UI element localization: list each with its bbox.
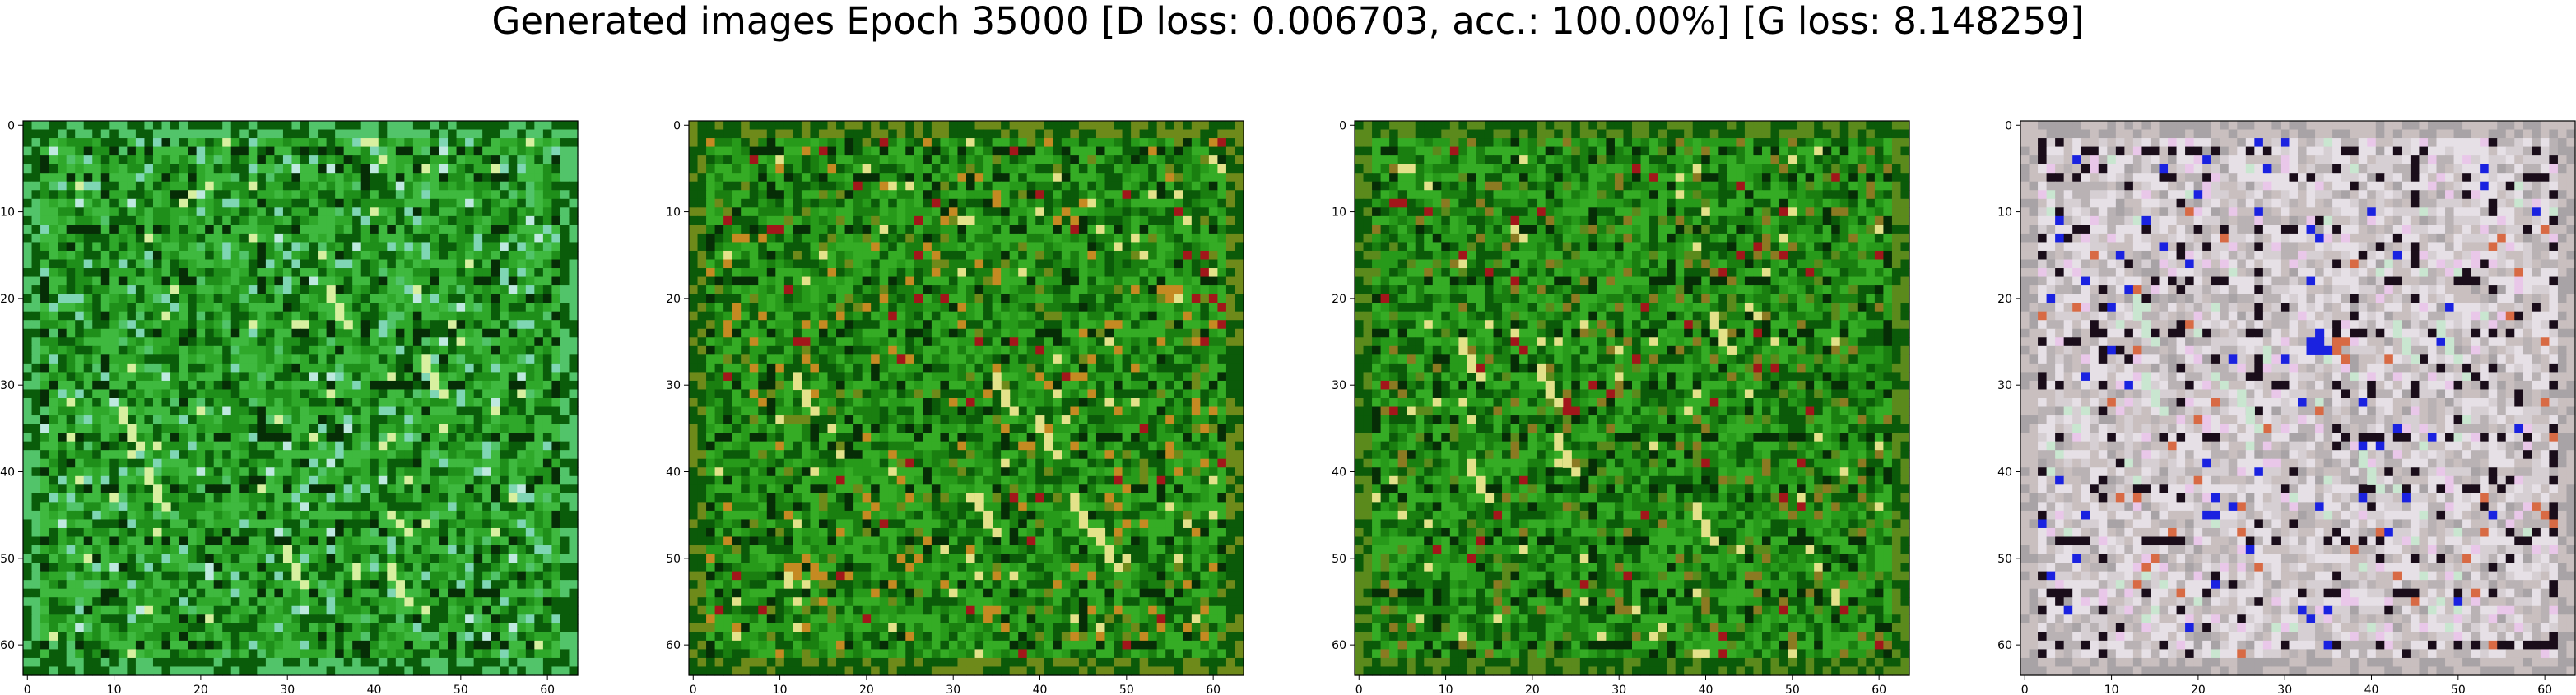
x-tick-label: 40 [2364, 683, 2379, 695]
x-tick-label: 50 [453, 683, 468, 695]
x-tick-label: 20 [859, 683, 874, 695]
y-tick-label: 30 [1997, 379, 2012, 392]
y-tick-label: 30 [666, 379, 681, 392]
x-tick-label: 30 [280, 683, 295, 695]
axes-frame [688, 120, 1244, 676]
x-tick-label: 0 [690, 683, 697, 695]
axes-frame [22, 120, 579, 676]
x-tick-label: 40 [1699, 683, 1713, 695]
y-tick-label: 0 [7, 119, 15, 132]
y-tick-label: 40 [666, 466, 681, 480]
y-tick-label: 10 [1332, 206, 1346, 220]
x-tick-label: 30 [2277, 683, 2292, 695]
y-tick-label: 0 [2005, 119, 2012, 132]
y-tick-label: 30 [1332, 379, 1346, 392]
x-tick-label: 60 [1872, 683, 1886, 695]
x-tick-label: 10 [773, 683, 788, 695]
y-tick-label: 60 [0, 639, 15, 652]
y-tick-label: 30 [0, 379, 15, 392]
generated-image [689, 121, 1244, 676]
y-tick-label: 40 [1332, 466, 1346, 480]
y-tick-label: 50 [0, 553, 15, 566]
x-tick-label: 10 [2104, 683, 2119, 695]
x-tick-label: 0 [1355, 683, 1363, 695]
generated-image [2020, 121, 2576, 676]
axes-frame [2020, 120, 2576, 676]
y-tick-label: 0 [1339, 119, 1346, 132]
image-panel-2: 0 10 20 30 40 50 60 0 10 20 30 40 50 60 [666, 119, 1244, 695]
x-tick-label: 30 [1611, 683, 1626, 695]
x-tick-label: 0 [24, 683, 31, 695]
y-tick-label: 20 [1997, 293, 2012, 306]
y-tick-label: 60 [1997, 639, 2012, 652]
x-tick-label: 0 [2021, 683, 2029, 695]
y-tick-label: 20 [666, 293, 681, 306]
image-panel-1: 0 10 20 30 40 50 60 0 10 20 30 40 50 60 [0, 119, 579, 695]
x-tick-label: 50 [1785, 683, 1800, 695]
x-tick-label: 20 [193, 683, 208, 695]
image-panel-3: 0 10 20 30 40 50 60 0 10 20 30 40 50 60 [1332, 119, 1910, 695]
x-tick-label: 30 [946, 683, 960, 695]
axes-frame [1354, 120, 1910, 676]
x-tick-label: 50 [1119, 683, 1134, 695]
y-tick-label: 50 [1997, 553, 2012, 566]
x-tick-label: 40 [1033, 683, 1048, 695]
y-tick-label: 20 [1332, 293, 1346, 306]
image-panel-4: 0 10 20 30 40 50 60 0 10 20 30 40 50 60 [1997, 119, 2576, 695]
figure-title: Generated images Epoch 35000 [D loss: 0.… [491, 0, 2085, 43]
generated-image [1355, 121, 1910, 676]
y-tick-label: 60 [666, 639, 681, 652]
y-tick-label: 40 [0, 466, 15, 480]
y-tick-label: 20 [0, 293, 15, 306]
x-tick-label: 60 [1206, 683, 1221, 695]
x-tick-label: 20 [2191, 683, 2206, 695]
generated-image [23, 121, 579, 676]
x-tick-label: 50 [2451, 683, 2466, 695]
y-tick-label: 60 [1332, 639, 1346, 652]
y-tick-label: 10 [666, 206, 681, 220]
x-tick-label: 10 [107, 683, 122, 695]
x-tick-label: 20 [1525, 683, 1540, 695]
x-tick-label: 40 [367, 683, 382, 695]
y-tick-label: 40 [1997, 466, 2012, 480]
x-tick-label: 60 [540, 683, 555, 695]
y-tick-label: 10 [0, 206, 15, 220]
x-tick-label: 10 [1439, 683, 1453, 695]
x-tick-label: 60 [2537, 683, 2552, 695]
y-tick-label: 50 [1332, 553, 1346, 566]
y-tick-label: 50 [666, 553, 681, 566]
y-tick-label: 10 [1997, 206, 2012, 220]
y-tick-label: 0 [673, 119, 681, 132]
